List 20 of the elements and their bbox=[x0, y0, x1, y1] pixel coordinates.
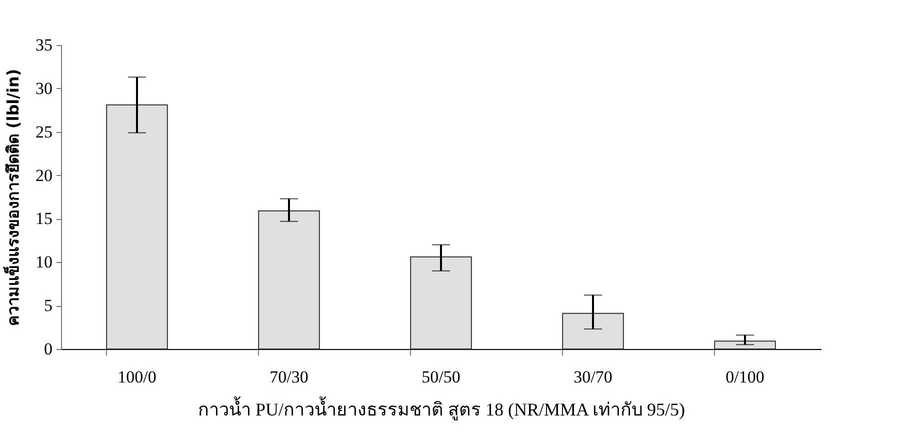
x-tick-label: 70/30 bbox=[270, 368, 308, 386]
x-tick-label: 50/50 bbox=[422, 368, 460, 386]
bar bbox=[714, 340, 776, 350]
x-tick-label: 100/0 bbox=[118, 368, 156, 386]
x-tick-label: 0/100 bbox=[726, 368, 764, 386]
x-tick-label: 30/70 bbox=[574, 368, 612, 386]
bar bbox=[410, 256, 472, 350]
y-tick-label: 35 bbox=[36, 36, 52, 54]
y-tick-label: 10 bbox=[36, 252, 52, 272]
y-tick-label: 0 bbox=[44, 340, 52, 358]
bar bbox=[562, 312, 624, 350]
y-tick-label: 20 bbox=[36, 166, 52, 185]
y-tick-label: 15 bbox=[36, 209, 52, 228]
bar bbox=[258, 210, 320, 350]
y-tick-label: 5 bbox=[44, 296, 52, 316]
y-tick-label: 30 bbox=[36, 78, 52, 98]
y-tick-label: 25 bbox=[36, 122, 52, 142]
y-axis-title: ความแข็งแรงของการยึดติด (lbl/in) bbox=[2, 68, 22, 326]
bar bbox=[106, 104, 168, 350]
x-axis-title: กาวน้ำ PU/กาวน้ำยางธรรมชาติ สูตร 18 (NR/MMA เท่ากับ 95/5) bbox=[198, 396, 686, 420]
